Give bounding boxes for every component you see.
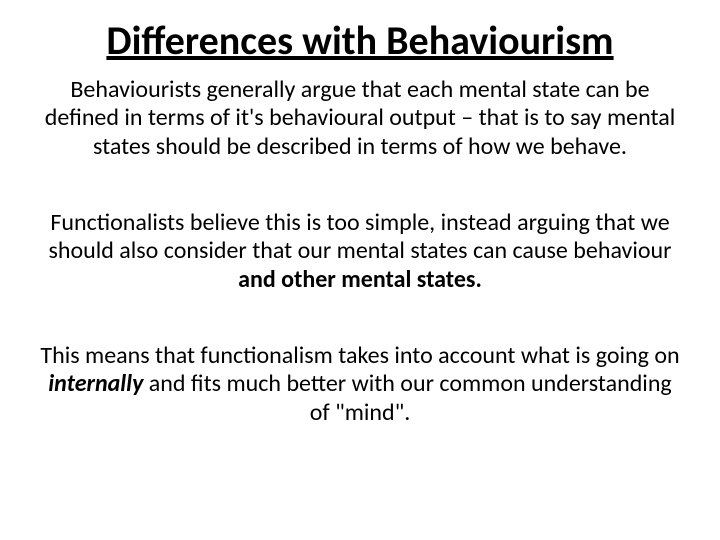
slide: Differences with Behaviourism Behaviouri… <box>0 0 720 540</box>
paragraph-3-emph: internally <box>48 369 143 398</box>
paragraph-2: Functionalists believe this is too simpl… <box>40 209 680 294</box>
paragraph-3: This means that functionalism takes into… <box>40 342 680 427</box>
paragraph-1: Behaviourists generally argue that each … <box>40 76 680 161</box>
slide-title: Differences with Behaviourism <box>40 18 680 64</box>
paragraph-3-text-a: This means that functionalism takes into… <box>40 341 679 370</box>
paragraph-3-text-c: and fits much better with our common und… <box>143 369 671 426</box>
paragraph-2-bold: and other mental states. <box>238 265 482 294</box>
paragraph-2-text: Functionalists believe this is too simpl… <box>48 208 671 265</box>
